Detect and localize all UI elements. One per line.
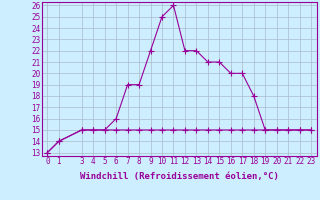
X-axis label: Windchill (Refroidissement éolien,°C): Windchill (Refroidissement éolien,°C) [80,172,279,181]
